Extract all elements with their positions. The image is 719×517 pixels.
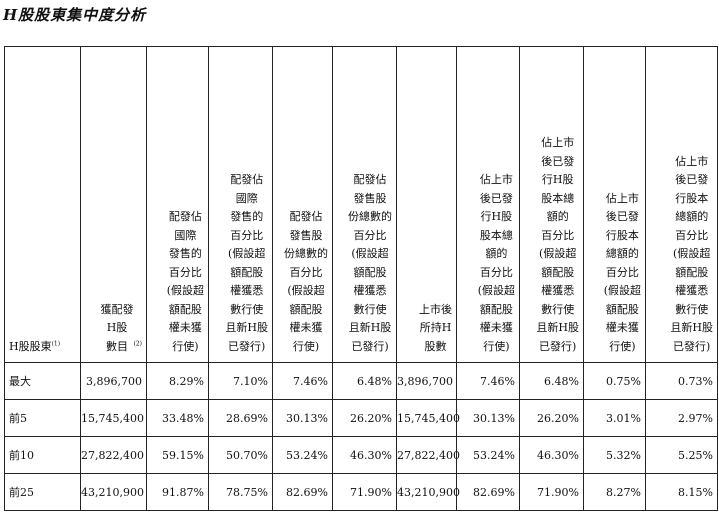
footnote-marker: (2) xyxy=(133,339,143,347)
header-cell: 配發佔 發售股 份總數的 百分比 (假設超 額配股 權未獲 行使) xyxy=(272,46,333,363)
header-cell: 配發佔 國際 發售的 百分比 (假設超 額配股 權未獲 行使) xyxy=(146,46,209,363)
table-cell: 15,745,400 xyxy=(80,399,147,437)
header-cell: 配發佔 國際 發售的 百分比 (假設超 額配股 權獲悉 數行使 且新H股 已發行… xyxy=(208,46,273,363)
header-cell: 佔上市 後已發 行H股 股本總 額的 百分比 (假設超 額配股 權未獲 行使) xyxy=(456,46,520,363)
table-cell: 3.01% xyxy=(583,399,646,437)
table-cell: 59.15% xyxy=(146,436,209,474)
table-cell: 27,822,400 xyxy=(80,436,147,474)
row-label: 前25 xyxy=(4,473,81,511)
table-cell: 8.27% xyxy=(583,473,646,511)
table-cell: 30.13% xyxy=(456,399,520,437)
table-cell: 3,896,700 xyxy=(396,362,457,400)
table-cell: 30.13% xyxy=(272,399,333,437)
table-cell: 78.75% xyxy=(208,473,273,511)
header-text: 獲配發 H股 數目 xyxy=(100,302,134,353)
header-cell: 上市後 所持H 股數 xyxy=(396,46,457,363)
header-cell: 佔上市 後已發 行股本 總額的 百分比 (假設超 額配股 權獲悉 數行使 且新H… xyxy=(645,46,718,363)
table-cell: 82.69% xyxy=(456,473,520,511)
header-text: 配發佔 發售股 份總數的 百分比 (假設超 額配股 權未獲 行使) xyxy=(284,210,328,353)
header-cell: 佔上市 後已發 行H股 股本總 額的 百分比 (假設超 額配股 權獲悉 數行使 … xyxy=(519,46,584,363)
table-cell: 7.46% xyxy=(456,362,520,400)
table-cell: 7.46% xyxy=(272,362,333,400)
table-cell: 28.69% xyxy=(208,399,273,437)
table-cell: 91.87% xyxy=(146,473,209,511)
table-cell: 5.25% xyxy=(645,436,718,474)
footnote-marker: (1) xyxy=(51,339,61,347)
header-cell: H股股東(1) xyxy=(4,46,81,363)
table-cell: 15,745,400 xyxy=(396,399,460,437)
table-cell: 46.30% xyxy=(332,436,397,474)
table-cell: 71.90% xyxy=(332,473,397,511)
table-cell: 2.97% xyxy=(645,399,718,437)
page-title: H股股東集中度分析 xyxy=(3,6,147,24)
table-cell: 26.20% xyxy=(519,399,584,437)
table-cell: 8.15% xyxy=(645,473,718,511)
header-text: 配發佔 發售股 份總數的 百分比 (假設超 額配股 權獲悉 數行使 且新H股 已… xyxy=(348,173,392,353)
table-cell: 43,210,900 xyxy=(396,473,460,511)
table-row: 前10 27,822,400 59.15% 50.70% 53.24% 46.3… xyxy=(4,436,718,474)
header-text: 佔上市 後已發 行股本 總額的 百分比 (假設超 額配股 權獲悉 數行使 且新H… xyxy=(670,154,713,353)
table-cell: 71.90% xyxy=(519,473,584,511)
header-text: 佔上市 後已發 行H股 股本總 額的 百分比 (假設超 額配股 權未獲 行使) xyxy=(477,173,515,353)
header-text: 配發佔 國際 發售的 百分比 (假設超 額配股 權未獲 行使) xyxy=(166,210,204,353)
row-label: 前10 xyxy=(4,436,81,474)
header-text: 上市後 所持H 股數 xyxy=(419,302,452,353)
header-cell: 獲配發 H股 數目 (2) xyxy=(80,46,147,363)
table-cell: 8.29% xyxy=(146,362,209,400)
row-label: 最大 xyxy=(4,362,81,400)
header-text: 佔上市 後已發 行股本 總額的 百分比 (假設超 額配股 權未獲 行使) xyxy=(603,191,641,353)
row-label: 前5 xyxy=(4,399,81,437)
header-cell: 配發佔 發售股 份總數的 百分比 (假設超 額配股 權獲悉 數行使 且新H股 已… xyxy=(332,46,397,363)
table-cell: 7.10% xyxy=(208,362,273,400)
table-cell: 53.24% xyxy=(456,436,520,474)
table-cell: 53.24% xyxy=(272,436,333,474)
table-row: 最大 3,896,700 8.29% 7.10% 7.46% 6.48% 3,8… xyxy=(4,362,718,400)
table-cell: 33.48% xyxy=(146,399,209,437)
header-text: H股股東 xyxy=(9,339,52,353)
table-cell: 46.30% xyxy=(519,436,584,474)
table-cell: 6.48% xyxy=(332,362,397,400)
table-row: 前5 15,745,400 33.48% 28.69% 30.13% 26.20… xyxy=(4,399,718,437)
table-cell: 0.73% xyxy=(645,362,718,400)
header-text: 配發佔 國際 發售的 百分比 (假設超 額配股 權獲悉 數行使 且新H股 已發行… xyxy=(225,173,268,353)
table-cell: 5.32% xyxy=(583,436,646,474)
table-cell: 6.48% xyxy=(519,362,584,400)
table-cell: 43,210,900 xyxy=(80,473,147,511)
table-cell: 26.20% xyxy=(332,399,397,437)
table-cell: 50.70% xyxy=(208,436,273,474)
header-text: 佔上市 後已發 行H股 股本總 額的 百分比 (假設超 額配股 權獲悉 數行使 … xyxy=(536,136,579,353)
table-row: 前25 43,210,900 91.87% 78.75% 82.69% 71.9… xyxy=(4,473,718,511)
table-cell: 27,822,400 xyxy=(396,436,460,474)
concentration-table: H股股東(1) 獲配發 H股 數目 (2) 配發佔 國際 發售的 百分比 (假設超… xyxy=(4,46,718,511)
table-cell: 82.69% xyxy=(272,473,333,511)
table-cell: 0.75% xyxy=(583,362,646,400)
table-cell: 3,896,700 xyxy=(80,362,147,400)
header-row: H股股東(1) 獲配發 H股 數目 (2) 配發佔 國際 發售的 百分比 (假設超… xyxy=(4,46,718,363)
header-cell: 佔上市 後已發 行股本 總額的 百分比 (假設超 額配股 權未獲 行使) xyxy=(583,46,646,363)
